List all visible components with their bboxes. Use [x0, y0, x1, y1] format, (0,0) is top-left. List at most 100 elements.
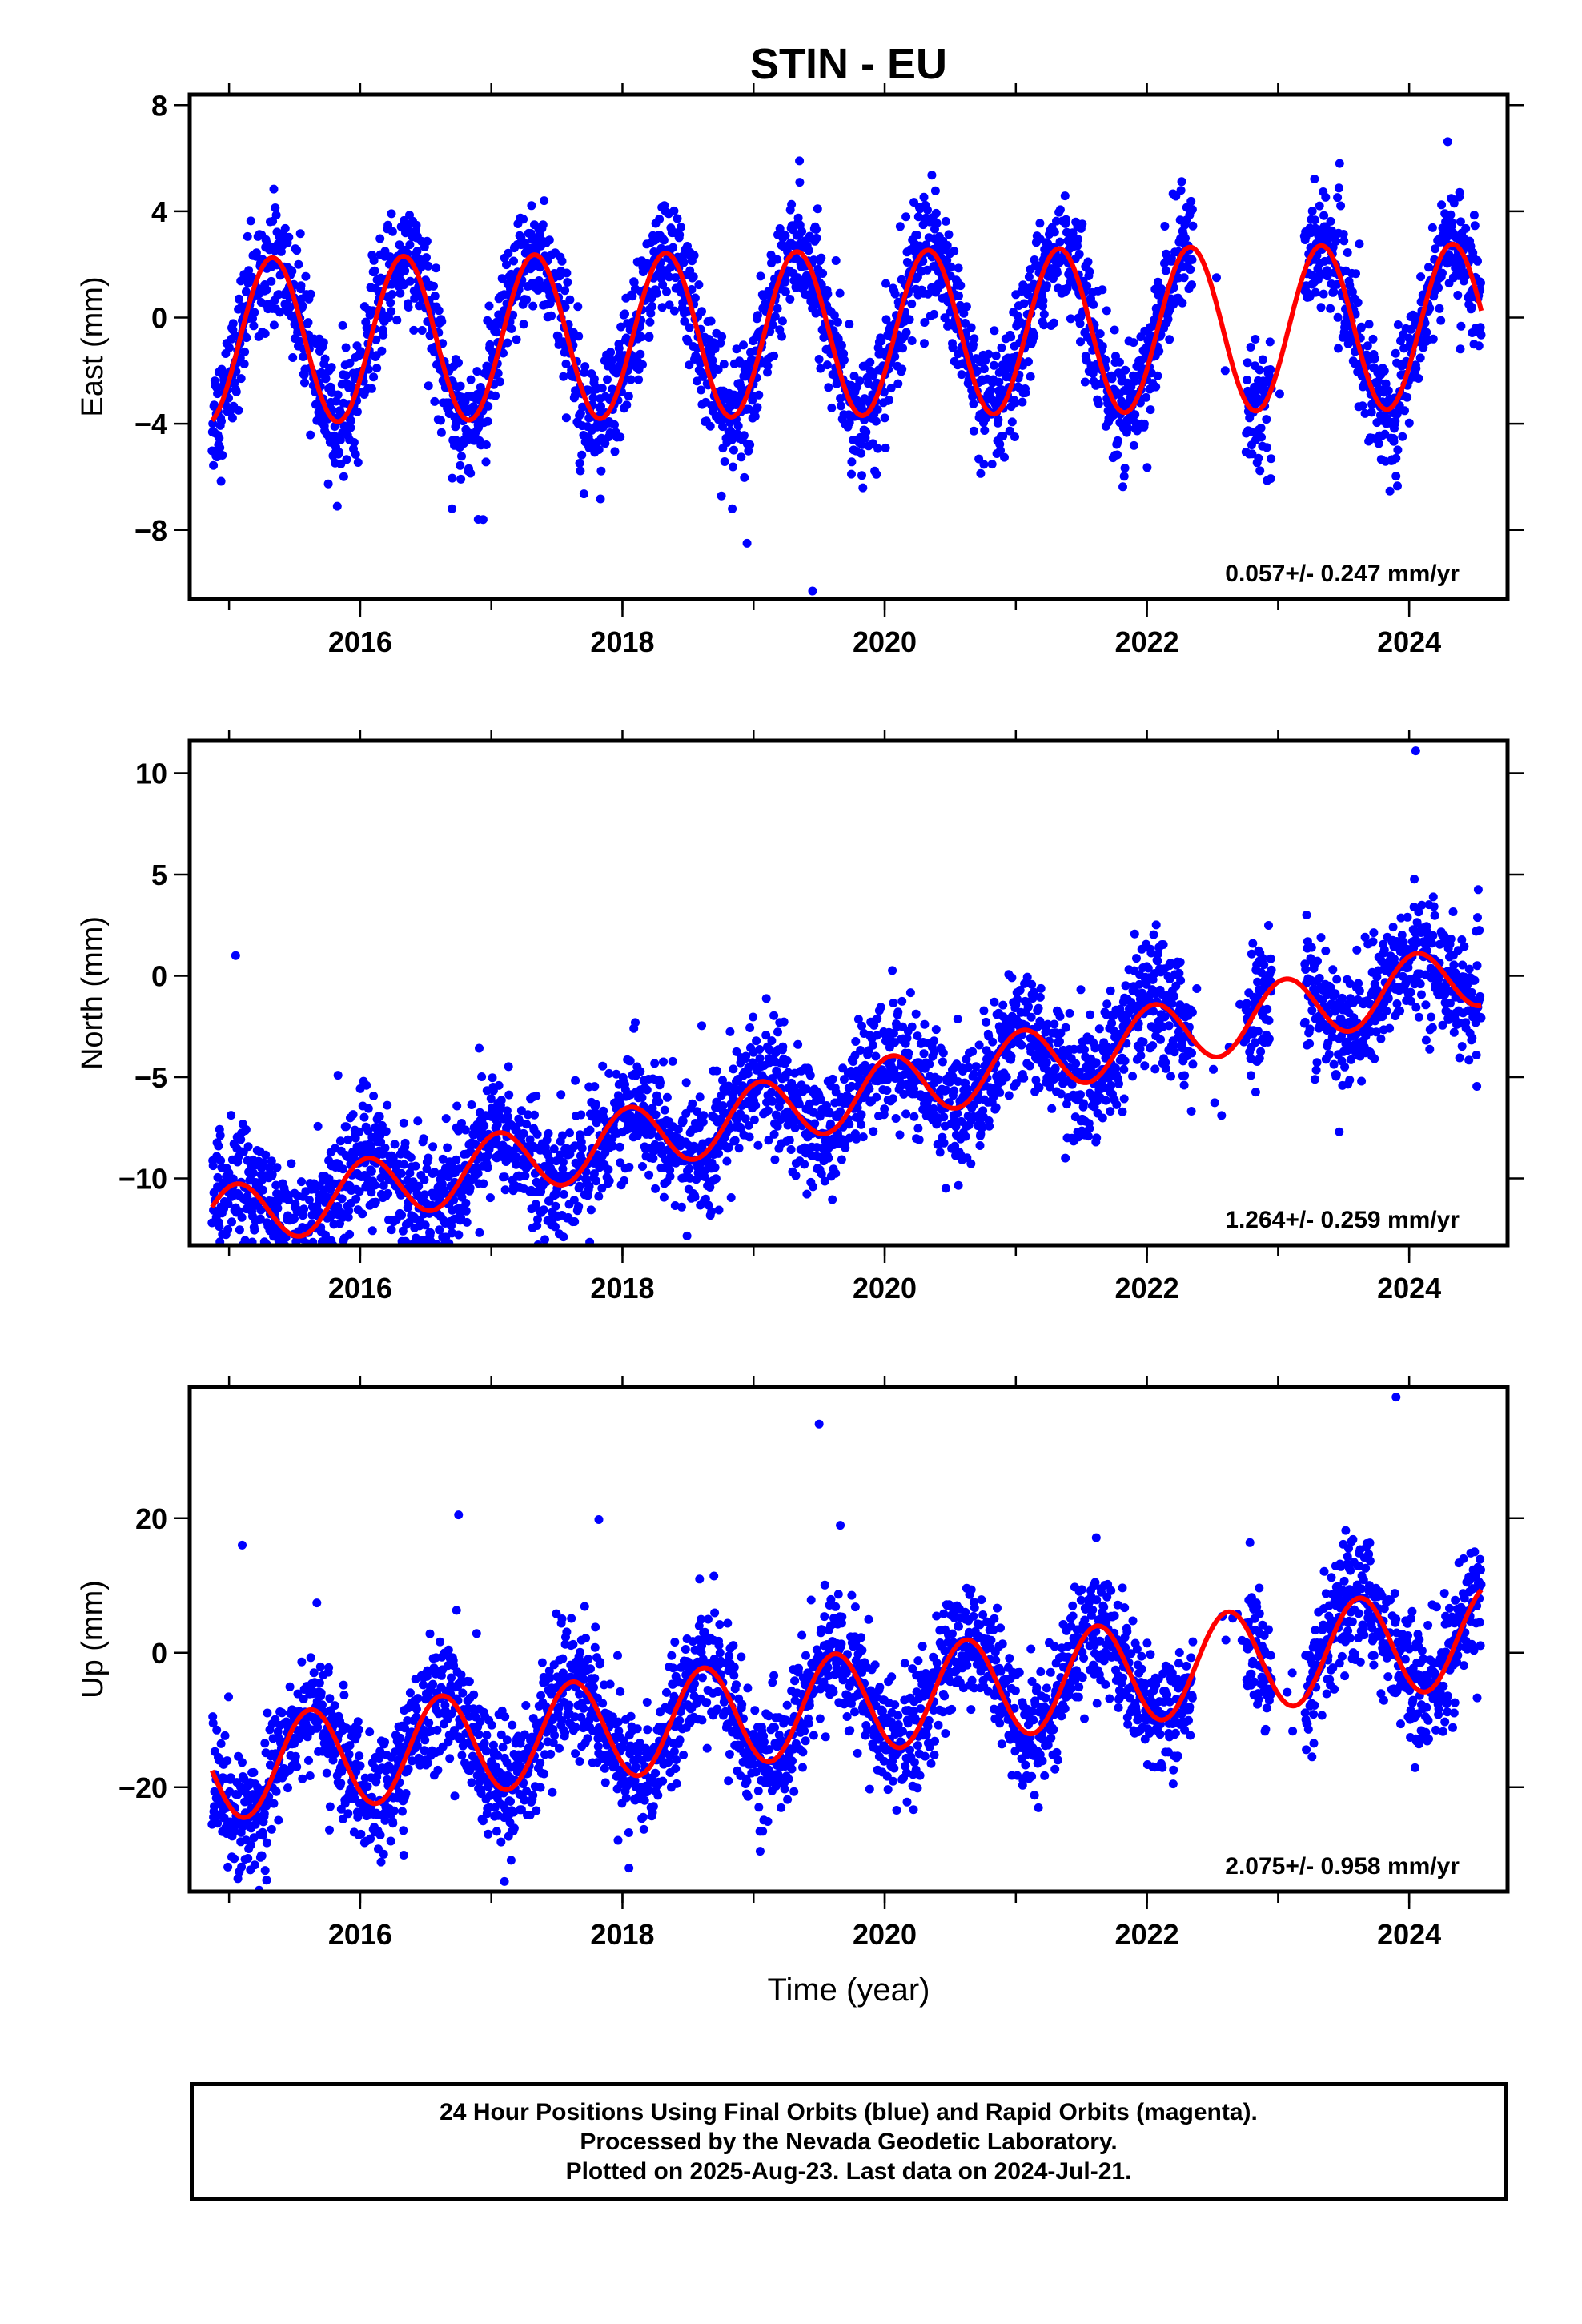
data-point	[277, 1265, 286, 1273]
data-point	[492, 1120, 502, 1129]
data-point	[1446, 210, 1456, 219]
data-point	[755, 1045, 765, 1054]
data-point	[726, 1193, 736, 1202]
data-point	[1438, 268, 1447, 278]
data-point	[472, 367, 482, 376]
data-point	[610, 420, 619, 429]
data-point	[761, 994, 771, 1003]
data-point	[243, 231, 252, 241]
data-point	[429, 281, 438, 291]
data-point	[504, 1062, 513, 1072]
data-point	[942, 241, 952, 250]
data-point	[871, 416, 881, 426]
data-point	[644, 332, 654, 341]
data-point	[966, 323, 976, 332]
data-point	[824, 383, 833, 392]
data-point	[901, 328, 911, 337]
data-point	[795, 156, 805, 166]
data-point	[208, 419, 218, 428]
data-point	[604, 1176, 614, 1186]
data-point	[1021, 388, 1030, 397]
data-point	[294, 1265, 303, 1274]
data-point	[1393, 481, 1402, 491]
data-point	[775, 224, 785, 233]
data-point	[578, 402, 588, 412]
data-point	[416, 1259, 425, 1268]
data-point	[332, 501, 342, 511]
data-point	[359, 1112, 369, 1122]
data-point	[1262, 415, 1271, 424]
data-point	[1357, 322, 1367, 332]
data-point	[1331, 236, 1341, 246]
data-point	[1073, 235, 1082, 244]
data-point	[695, 1092, 705, 1102]
data-point	[745, 1023, 755, 1032]
data-point	[831, 1168, 841, 1178]
data-point	[930, 1036, 939, 1046]
data-point	[269, 184, 279, 194]
data-point	[787, 199, 797, 209]
data-point	[969, 426, 978, 436]
data-point	[1474, 341, 1484, 351]
data-point	[1453, 291, 1463, 300]
data-point	[363, 1104, 373, 1113]
data-point	[387, 209, 396, 219]
data-point	[954, 1180, 963, 1190]
data-point	[1437, 200, 1447, 210]
data-point	[309, 1259, 318, 1268]
data-point	[1006, 332, 1016, 342]
data-point	[669, 206, 679, 215]
data-point	[242, 333, 251, 343]
data-point	[651, 1184, 661, 1193]
data-point	[1470, 221, 1480, 231]
data-point	[532, 1091, 541, 1100]
data-point	[1066, 314, 1075, 324]
data-point	[1393, 445, 1403, 455]
data-point	[419, 1134, 428, 1144]
data-point	[456, 474, 466, 484]
data-point	[432, 263, 441, 273]
data-point	[996, 446, 1005, 455]
data-point	[295, 1305, 303, 1314]
data-point	[319, 1250, 327, 1259]
data-point	[298, 301, 307, 311]
data-point	[800, 1160, 809, 1169]
data-point	[1082, 281, 1092, 291]
data-point	[271, 1180, 281, 1190]
data-point	[539, 1205, 548, 1215]
data-point	[920, 339, 929, 348]
data-point	[412, 1233, 420, 1243]
data-point	[277, 1265, 286, 1273]
data-point	[857, 471, 866, 480]
data-point	[367, 1142, 375, 1152]
data-point	[890, 352, 900, 361]
data-point	[1113, 450, 1122, 460]
data-point	[1391, 453, 1401, 463]
observations-east	[207, 137, 1486, 596]
data-point	[953, 1015, 962, 1023]
data-point	[276, 1254, 285, 1263]
data-point	[400, 1160, 409, 1169]
data-point	[1000, 452, 1009, 462]
data-point	[1026, 372, 1035, 381]
data-point	[386, 298, 396, 308]
data-point	[767, 1036, 777, 1046]
data-point	[1078, 219, 1087, 229]
data-point	[1391, 472, 1401, 481]
data-point	[596, 494, 605, 504]
data-point	[1146, 405, 1155, 415]
data-point	[604, 1165, 613, 1174]
data-point	[215, 1222, 224, 1232]
data-point	[636, 1067, 645, 1076]
data-point	[452, 1101, 462, 1111]
data-point	[710, 344, 720, 353]
data-point	[1265, 337, 1275, 347]
data-point	[793, 213, 803, 223]
data-point	[420, 1190, 429, 1200]
data-point	[342, 455, 351, 464]
data-point	[638, 1162, 647, 1171]
data-point	[729, 445, 738, 455]
data-point	[323, 479, 333, 489]
data-point	[729, 1064, 738, 1074]
